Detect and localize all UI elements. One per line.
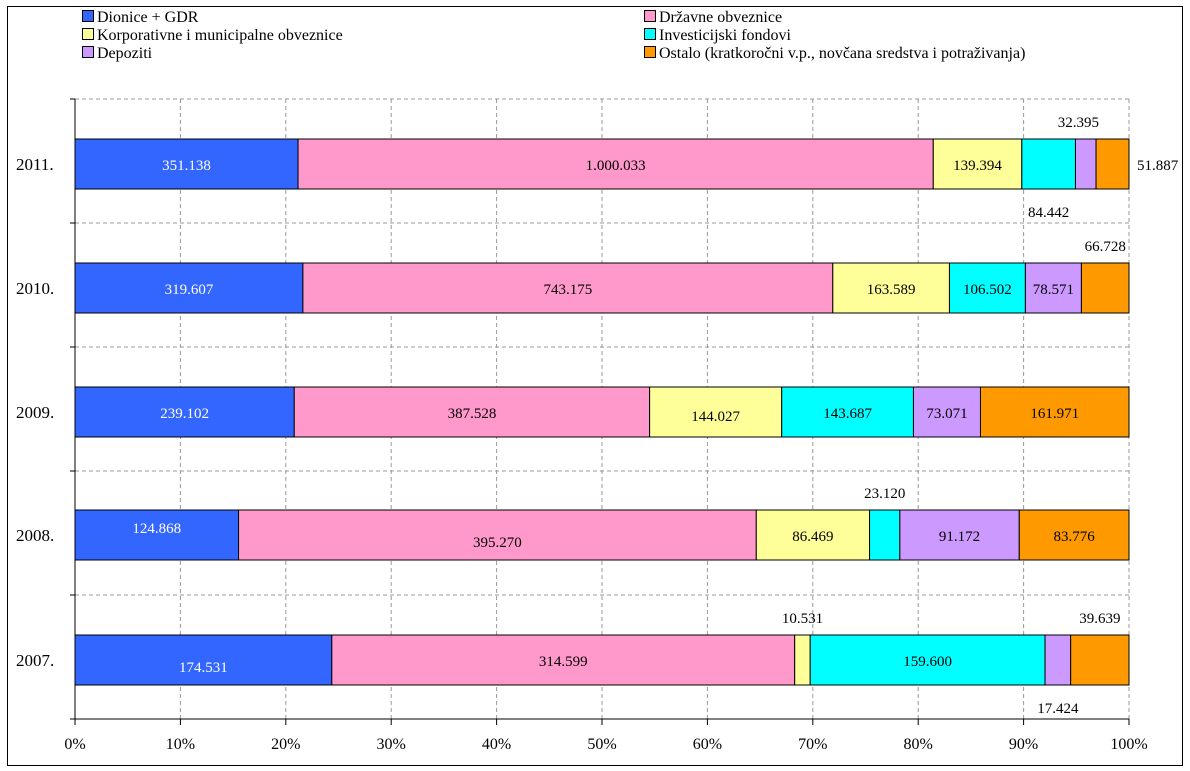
category-label: 2009. <box>16 403 54 422</box>
data-label: 10.531 <box>782 611 823 627</box>
bar-segment <box>1070 634 1130 686</box>
legend-item: Investicijski fondovi <box>644 27 791 45</box>
x-tick-label: 80% <box>904 736 933 753</box>
bar-segment <box>1074 138 1097 190</box>
category-label: 2007. <box>16 651 54 670</box>
x-tick-label: 20% <box>271 736 300 753</box>
data-label: 395.270 <box>473 535 522 551</box>
data-label: 73.071 <box>926 406 967 422</box>
legend-label: Državne obveznice <box>659 9 783 26</box>
bar-segment <box>331 634 796 686</box>
x-tick-label: 30% <box>377 736 406 753</box>
bar-segment <box>869 509 901 561</box>
bar-segment <box>979 386 1130 438</box>
data-label: 124.868 <box>132 521 181 537</box>
data-label: 161.971 <box>1030 406 1079 422</box>
legend-label: Investicijski fondovi <box>659 27 791 44</box>
legend-item: Državne obveznice <box>644 9 782 27</box>
stacked-bar-chart: 0% 10% 20% 30% 40% 50% 60% 70% 80% 90% 100% 2011. 20… <box>16 98 1179 753</box>
legend-swatch <box>644 28 656 40</box>
legend-label: Depoziti <box>97 45 153 62</box>
category-label: 2008. <box>16 526 54 545</box>
legend-item: Korporativne i municipalne obveznice <box>82 27 343 45</box>
data-label: 91.172 <box>939 529 980 545</box>
data-label: 319.607 <box>165 282 214 298</box>
data-label: 39.639 <box>1079 611 1120 627</box>
legend-item: Depoziti <box>82 45 152 63</box>
bar-segment <box>649 386 783 438</box>
data-label: 17.424 <box>1037 701 1079 717</box>
data-label: 159.600 <box>903 654 952 670</box>
bar-segment <box>809 634 1046 686</box>
data-label: 239.102 <box>160 406 209 422</box>
data-label: 743.175 <box>543 282 592 298</box>
legend-swatch <box>644 10 656 22</box>
bar-segment <box>1080 262 1130 314</box>
legend-label: Dionice + GDR <box>97 9 199 26</box>
bar-segment <box>293 386 651 438</box>
x-tick-label: 60% <box>693 736 722 753</box>
data-label: 86.469 <box>792 529 833 545</box>
data-label: 174.531 <box>179 660 228 676</box>
legend-label: Korporativne i municipalne obveznice <box>97 27 343 44</box>
data-label: 78.571 <box>1033 282 1074 298</box>
data-label: 83.776 <box>1054 529 1096 545</box>
data-label: 1.000.033 <box>586 158 646 174</box>
data-label: 139.394 <box>953 158 1002 174</box>
category-label: 2010. <box>16 279 54 298</box>
data-label: 144.027 <box>691 409 740 425</box>
x-tick-label: 40% <box>482 736 511 753</box>
legend-swatch <box>82 28 94 40</box>
bar-segment <box>1021 138 1076 190</box>
bar-segment <box>1024 262 1082 314</box>
data-label: 51.887 <box>1137 158 1179 174</box>
data-label: 84.442 <box>1028 205 1069 221</box>
bar-segment <box>74 634 333 686</box>
data-label: 387.528 <box>448 406 497 422</box>
bar-segment <box>1095 138 1130 190</box>
bar-segment <box>297 138 934 190</box>
legend-item: Dionice + GDR <box>82 9 198 27</box>
legend-swatch <box>644 46 656 58</box>
legend-item: Ostalo (kratkoročni v.p., novčana sredst… <box>644 45 1025 63</box>
bar-segment <box>1018 509 1130 561</box>
x-tick-label: 10% <box>166 736 195 753</box>
bar-segment <box>781 386 914 438</box>
data-label: 32.395 <box>1058 115 1099 131</box>
x-tick-label: 0% <box>64 736 85 753</box>
bar-segment <box>832 262 950 314</box>
legend-swatch <box>82 46 94 58</box>
bar-segment <box>74 138 299 190</box>
data-label: 351.138 <box>162 158 211 174</box>
x-tick-label: 90% <box>1009 736 1038 753</box>
x-tick-label: 50% <box>587 736 616 753</box>
bar-segment <box>238 509 757 561</box>
bar-segment <box>948 262 1026 314</box>
chart-frame: Dionice + GDR Državne obveznice Korporativ… <box>7 6 1183 766</box>
legend-swatch <box>82 10 94 22</box>
data-label: 23.120 <box>864 486 905 502</box>
legend-label: Ostalo (kratkoročni v.p., novčana sredst… <box>659 45 1026 62</box>
data-label: 314.599 <box>539 654 588 670</box>
x-tick-label: 100% <box>1110 736 1147 753</box>
x-tick-label: 70% <box>798 736 827 753</box>
bar-segment <box>302 262 834 314</box>
data-label: 143.687 <box>823 406 872 422</box>
data-label: 106.502 <box>963 282 1012 298</box>
category-label: 2011. <box>16 155 54 174</box>
bar-segment <box>932 138 1023 190</box>
data-label: 163.589 <box>867 282 916 298</box>
bar-segment <box>794 634 811 686</box>
data-label: 66.728 <box>1085 239 1126 255</box>
bar-segment <box>74 262 304 314</box>
bar-segment <box>755 509 871 561</box>
bar-segment <box>1044 634 1072 686</box>
